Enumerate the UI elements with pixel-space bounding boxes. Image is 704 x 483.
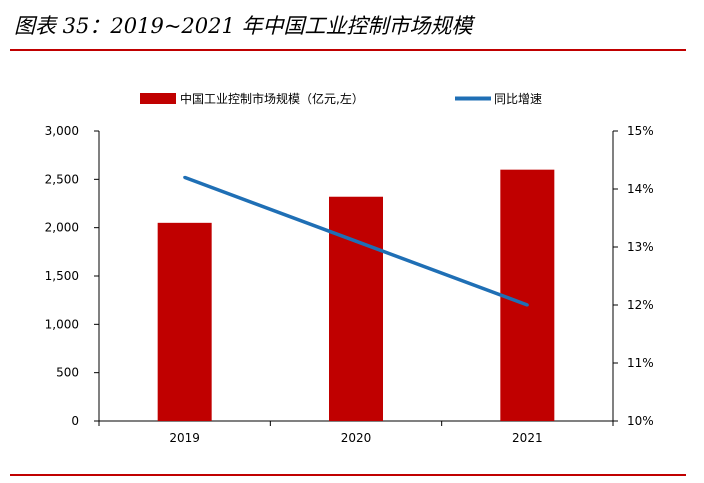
right-tick-label: 13% bbox=[627, 240, 654, 254]
x-tick-label: 2019 bbox=[169, 431, 200, 445]
growth-point-2021 bbox=[525, 303, 529, 307]
legend-bar-label: 中国工业控制市场规模（亿元,左） bbox=[180, 91, 364, 106]
bottom-rule bbox=[10, 474, 686, 476]
growth-point-2020 bbox=[354, 239, 358, 243]
x-tick-label: 2021 bbox=[512, 431, 543, 445]
bar-2020 bbox=[329, 196, 383, 421]
left-tick-label: 1,000 bbox=[45, 317, 79, 331]
figure-title: 图表 35：2019~2021 年中国工业控制市场规模 bbox=[14, 14, 473, 38]
bar-2019 bbox=[157, 222, 212, 421]
line-series bbox=[183, 175, 529, 307]
right-tick-label: 12% bbox=[627, 298, 654, 312]
right-tick-label: 15% bbox=[627, 124, 654, 138]
left-tick-label: 2,000 bbox=[45, 221, 79, 235]
right-tick-label: 14% bbox=[627, 182, 654, 196]
legend-bar-swatch bbox=[140, 93, 176, 104]
growth-point-2019 bbox=[183, 175, 187, 179]
right-tick-label: 10% bbox=[627, 414, 654, 428]
title-rule bbox=[10, 49, 686, 51]
left-tick-label: 2,500 bbox=[45, 172, 79, 186]
left-tick-label: 500 bbox=[56, 366, 79, 380]
left-tick-label: 1,500 bbox=[45, 269, 79, 283]
bar-2021 bbox=[500, 169, 555, 421]
right-tick-label: 11% bbox=[627, 356, 654, 370]
left-tick-label: 3,000 bbox=[45, 124, 79, 138]
x-tick-label: 2020 bbox=[341, 431, 372, 445]
bar-series bbox=[157, 169, 555, 421]
chart-axes: 0 500 1,000 1,500 2,000 2,500 3,000 10% 11% 12% 13… bbox=[45, 124, 654, 445]
legend-line-label: 同比增速 bbox=[494, 92, 542, 106]
chart-legend: 中国工业控制市场规模（亿元,左） 同比增速 bbox=[140, 91, 542, 106]
left-tick-label: 0 bbox=[71, 414, 79, 428]
